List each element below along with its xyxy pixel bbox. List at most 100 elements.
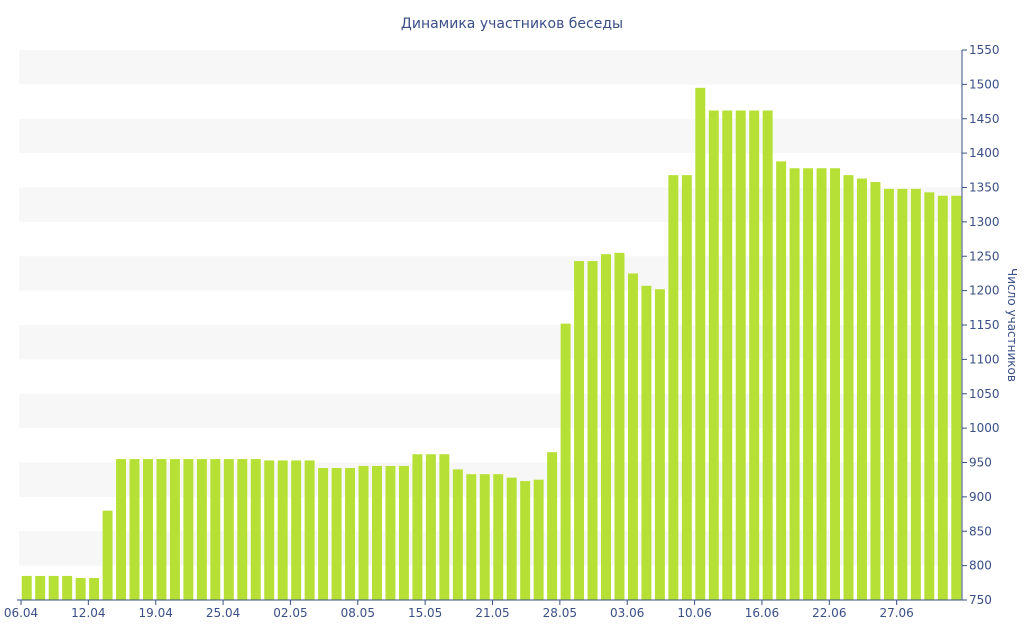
x-tick-label: 08.05 <box>341 606 375 620</box>
x-tick-label: 15.05 <box>408 606 442 620</box>
bar <box>21 575 32 600</box>
x-tick-label: 02.05 <box>273 606 307 620</box>
y-tick-label: 750 <box>969 593 992 607</box>
bar <box>237 459 248 600</box>
bar <box>89 578 100 600</box>
bar <box>385 465 396 600</box>
y-tick-label: 1150 <box>969 318 1000 332</box>
x-axis: 06.04 12.04 19.04 25.04 02.05 08.05 15.05 21.05… <box>4 599 962 620</box>
x-tick-label: 12.04 <box>71 606 105 620</box>
bar <box>722 110 733 600</box>
bar <box>547 452 558 600</box>
bar <box>654 289 665 600</box>
bar <box>398 465 409 600</box>
bar <box>681 175 692 601</box>
x-tick-label: 16.06 <box>745 606 779 620</box>
bar <box>318 468 329 600</box>
bars <box>21 87 962 601</box>
y-tick-label: 800 <box>969 559 992 573</box>
bar <box>156 459 167 600</box>
bar <box>493 474 504 600</box>
x-tick-label: 06.04 <box>4 606 38 620</box>
y-tick-label: 1000 <box>969 421 1000 435</box>
bar <box>35 575 46 600</box>
bar <box>75 578 86 600</box>
bar <box>250 459 261 600</box>
bar <box>843 175 854 601</box>
bar <box>345 468 356 600</box>
bar <box>856 178 867 600</box>
bar <box>924 192 935 600</box>
x-tick-label: 27.06 <box>879 606 913 620</box>
x-tick-label: 25.04 <box>206 606 240 620</box>
bar <box>897 188 908 600</box>
bar <box>708 110 719 600</box>
bar <box>749 110 760 600</box>
bar <box>560 323 571 600</box>
bar <box>479 474 490 600</box>
bar <box>116 459 127 600</box>
bar <box>910 188 921 600</box>
y-tick-label: 1050 <box>969 387 1000 401</box>
bar <box>574 261 585 600</box>
bar <box>183 459 194 600</box>
bar <box>291 460 302 600</box>
x-tick-label: 19.04 <box>139 606 173 620</box>
bar <box>142 459 153 600</box>
bar <box>695 87 706 600</box>
bar <box>223 459 234 600</box>
bar <box>937 195 948 600</box>
bar <box>62 575 73 600</box>
bar <box>102 510 113 601</box>
bar <box>210 459 221 600</box>
bar <box>506 477 517 601</box>
x-tick-label: 03.06 <box>610 606 644 620</box>
bar <box>129 459 140 600</box>
bar <box>304 460 315 600</box>
bar <box>412 454 423 600</box>
y-tick-label: 1450 <box>969 112 1000 126</box>
grid-band <box>19 50 962 85</box>
chart-title: Динамика участников беседы <box>401 16 623 32</box>
bar <box>627 273 638 600</box>
x-tick-label: 22.06 <box>812 606 846 620</box>
bar <box>331 468 342 600</box>
bar <box>196 459 207 600</box>
y-axis: 750 800 850 900 950 1000 1050 1100 1150 1200 1250 1… <box>961 43 1000 607</box>
bar <box>452 469 463 601</box>
bar <box>264 460 275 600</box>
x-tick-label: 28.05 <box>543 606 577 620</box>
y-tick-label: 900 <box>969 490 992 504</box>
x-tick-label: 21.05 <box>475 606 509 620</box>
y-tick-label: 850 <box>969 524 992 538</box>
bar <box>439 454 450 600</box>
y-tick-label: 1500 <box>969 77 1000 91</box>
bar <box>358 465 369 600</box>
y-tick-label: 1350 <box>969 181 1000 195</box>
y-axis-label: Число участников <box>1005 268 1019 382</box>
bar <box>816 168 827 600</box>
bar <box>641 285 652 600</box>
bar <box>762 110 773 600</box>
y-tick-label: 950 <box>969 456 992 470</box>
bar <box>830 168 841 600</box>
bar <box>48 575 59 600</box>
bar <box>668 175 679 601</box>
grid-band <box>19 118 962 154</box>
y-tick-label: 1550 <box>969 43 1000 57</box>
y-tick-label: 1400 <box>969 146 1000 160</box>
bar <box>614 252 625 600</box>
bar <box>520 481 531 600</box>
y-tick-label: 1250 <box>969 249 1000 263</box>
bar <box>601 254 611 600</box>
y-tick-label: 1300 <box>969 215 1000 229</box>
bar <box>951 195 962 600</box>
bar <box>587 261 598 600</box>
bar <box>803 168 814 600</box>
bar <box>789 168 800 600</box>
bar <box>776 161 787 601</box>
bar <box>372 465 382 600</box>
bar <box>169 459 180 600</box>
x-tick-label: 10.06 <box>677 606 711 620</box>
